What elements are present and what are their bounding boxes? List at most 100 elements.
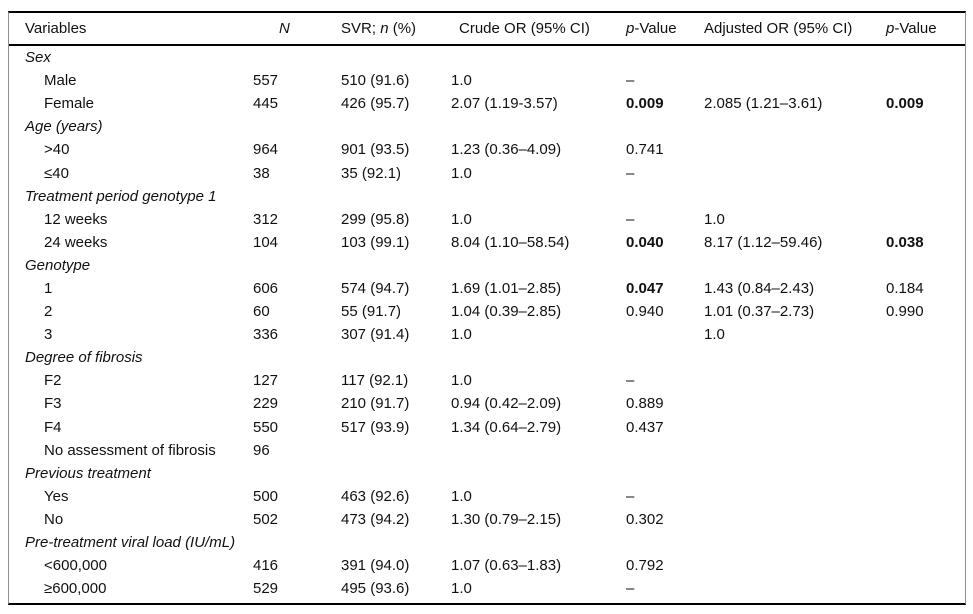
cell-adjusted-or: 8.17 (1.12–59.46): [704, 233, 823, 251]
cell-variable: 1: [44, 279, 53, 297]
table-row: F2 127 117 (92.1) 1.0 –: [9, 369, 965, 392]
cell-n: 312: [253, 210, 279, 228]
column-header-n-label: N: [279, 20, 290, 37]
cell-adjusted-or: 2.085 (1.21–3.61): [704, 95, 823, 113]
cell-variable: ≥600,000: [44, 580, 107, 598]
cell-n: 529: [253, 580, 279, 598]
column-header-variables-label: Variables: [25, 20, 87, 37]
cell-crude-or: 1.69 (1.01–2.85): [451, 279, 562, 297]
cell-variable: ≤40: [44, 164, 69, 182]
table-row: Male 557 510 (91.6) 1.0 –: [9, 69, 965, 92]
cell-p-value-1: 0.009: [626, 95, 664, 113]
cell-svr: 55 (91.7): [341, 303, 402, 321]
cell-crude-or: 2.07 (1.19-3.57): [451, 95, 558, 113]
cell-adjusted-or: 1.01 (0.37–2.73): [704, 303, 815, 321]
cell-n: 964: [253, 141, 279, 159]
column-header-crude-or-label: Crude OR (95% CI): [459, 20, 590, 37]
cell-n: 502: [253, 510, 279, 528]
cell-crude-or: 1.0: [451, 164, 472, 182]
cell-svr: 574 (94.7): [341, 279, 410, 297]
cell-svr: 307 (91.4): [341, 326, 410, 344]
cell-crude-or: 1.0: [451, 326, 472, 344]
cell-p-value-2: 0.009: [886, 95, 924, 113]
cell-p-value-1: –: [626, 210, 635, 228]
cell-p-value-1: –: [626, 164, 635, 182]
cell-variable: 2: [44, 303, 53, 321]
cell-crude-or: 1.30 (0.79–2.15): [451, 510, 562, 528]
cell-p-value-1: –: [626, 372, 635, 390]
cell-n: 445: [253, 95, 279, 113]
cell-svr: 517 (93.9): [341, 418, 410, 436]
cell-adjusted-or: 1.0: [704, 210, 725, 228]
cell-p-value-2: 0.990: [886, 303, 924, 321]
cell-n: 96: [253, 441, 270, 459]
cell-n: 550: [253, 418, 279, 436]
cell-p-value-1: –: [626, 72, 635, 90]
cell-variable: <600,000: [44, 557, 107, 575]
column-header-variables: Variables: [9, 20, 253, 37]
cell-p-value-1: –: [626, 580, 635, 598]
cell-n: 60: [253, 303, 270, 321]
table-row: Yes 500 463 (92.6) 1.0 –: [9, 485, 965, 508]
table-body: Sex Male 557 510 (91.6) 1.0 – Female 445 426 (95…: [9, 46, 965, 603]
cell-n: 229: [253, 395, 279, 413]
cell-crude-or: 1.0: [451, 210, 472, 228]
cell-crude-or: 8.04 (1.10–58.54): [451, 233, 570, 251]
table-row: No 502 473 (94.2) 1.30 (0.79–2.15) 0.302: [9, 508, 965, 531]
cell-variable: Sex: [25, 49, 51, 67]
cell-variable: Genotype: [25, 256, 91, 274]
cell-variable: Female: [44, 95, 95, 113]
cell-variable: 12 weeks: [44, 210, 108, 228]
cell-adjusted-or: 1.0: [704, 326, 725, 344]
cell-svr: 299 (95.8): [341, 210, 410, 228]
column-header-adjusted-or-label: Adjusted OR (95% CI): [704, 20, 853, 37]
cell-svr: 117 (92.1): [341, 372, 409, 390]
column-header-adjusted-or: Adjusted OR (95% CI): [704, 20, 886, 37]
cell-variable: Male: [44, 72, 77, 90]
cell-adjusted-or: 1.43 (0.84–2.43): [704, 279, 815, 297]
section-row: Pre-treatment viral load (IU/mL): [9, 531, 965, 554]
cell-n: 500: [253, 487, 279, 505]
column-header-crude-or: Crude OR (95% CI): [451, 20, 626, 37]
column-header-n: N: [253, 20, 341, 37]
table-header-row: Variables N SVR; n (%) Crude OR (95% CI)…: [9, 13, 965, 46]
cell-variable: Treatment period genotype 1: [25, 187, 217, 205]
cell-p-value-1: 0.047: [626, 279, 664, 297]
cell-n: 606: [253, 279, 279, 297]
table-row: 12 weeks 312 299 (95.8) 1.0 – 1.0: [9, 208, 965, 231]
cell-svr: 463 (92.6): [341, 487, 410, 505]
cell-crude-or: 1.07 (0.63–1.83): [451, 557, 562, 575]
cell-p-value-1: 0.040: [626, 233, 664, 251]
cell-p-value-1: 0.302: [626, 510, 664, 528]
table-row: Female 445 426 (95.7) 2.07 (1.19-3.57) 0.009…: [9, 92, 965, 115]
cell-variable: Previous treatment: [25, 464, 151, 482]
cell-crude-or: 1.04 (0.39–2.85): [451, 303, 562, 321]
cell-n: 38: [253, 164, 270, 182]
cell-variable: No: [44, 510, 64, 528]
cell-variable: Yes: [44, 487, 69, 505]
cell-p-value-1: 0.437: [626, 418, 664, 436]
cell-svr: 210 (91.7): [341, 395, 410, 413]
cell-svr: 901 (93.5): [341, 141, 410, 159]
table-row: 3 336 307 (91.4) 1.0 1.0: [9, 323, 965, 346]
cell-svr: 35 (92.1): [341, 164, 402, 182]
cell-p-value-2: 0.038: [886, 233, 924, 251]
cell-crude-or: 1.34 (0.64–2.79): [451, 418, 562, 436]
table-row: No assessment of fibrosis 96: [9, 439, 965, 462]
cell-n: 127: [253, 372, 279, 390]
cell-p-value-1: 0.792: [626, 557, 664, 575]
cell-variable: No assessment of fibrosis: [44, 441, 216, 459]
table-row: F4 550 517 (93.9) 1.34 (0.64–2.79) 0.437: [9, 416, 965, 439]
cell-p-value-1: 0.889: [626, 395, 664, 413]
cell-svr: 495 (93.6): [341, 580, 410, 598]
results-table: Variables N SVR; n (%) Crude OR (95% CI)…: [8, 11, 966, 606]
column-header-svr: SVR; n (%): [341, 20, 417, 37]
cell-variable: 24 weeks: [44, 233, 108, 251]
cell-p-value-1: –: [626, 487, 635, 505]
table-row: ≤40 38 35 (92.1) 1.0 –: [9, 161, 965, 184]
cell-crude-or: 1.0: [451, 72, 472, 90]
cell-p-value-1: 0.940: [626, 303, 664, 321]
cell-variable: Degree of fibrosis: [25, 349, 143, 367]
section-row: Degree of fibrosis: [9, 346, 965, 369]
table-row: 1 606 574 (94.7) 1.69 (1.01–2.85) 0.047 1.43 …: [9, 277, 965, 300]
